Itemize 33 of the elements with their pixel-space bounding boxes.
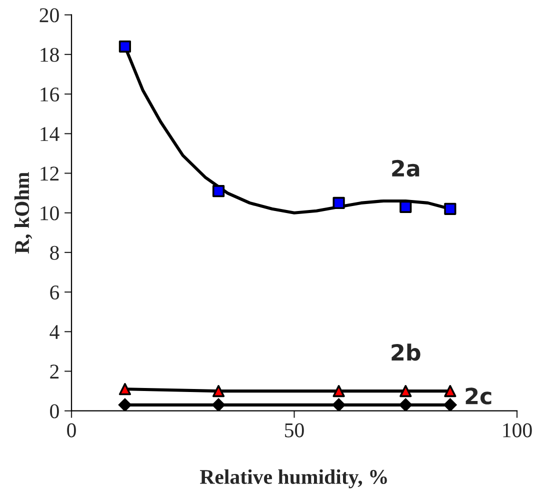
point [332,398,346,411]
y-tick-label: 16 [40,87,60,102]
point [118,383,132,396]
y-axis-title: R, kOhm [14,172,32,254]
y-tick-label: 12 [40,166,59,180]
y-tick-label: 18 [40,48,59,62]
y-tick-label: 10 [40,206,59,220]
x-tick-label: 0 [67,423,76,438]
point [212,398,226,411]
y-tick-label: 6 [50,285,60,300]
y-tick-label: 14 [40,127,60,141]
series-label: 2c [466,388,492,404]
point [212,185,225,198]
point [444,384,456,398]
y-tick-label: 2 [50,364,59,378]
y-tick-label: 20 [40,8,59,22]
point [118,40,132,53]
point [444,398,457,411]
y-tick-label: 8 [50,246,59,260]
point [212,384,225,398]
point [444,202,456,215]
series-label: 2a [392,160,420,177]
point [399,398,412,411]
x-tick-label: 100 [503,423,532,438]
point [332,384,345,398]
y-tick-label: 0 [50,404,59,418]
point [118,398,132,411]
point [332,196,345,210]
y-tick-label: 4 [50,325,60,339]
x-axis-title: Relative humidity, % [200,469,387,488]
x-tick-label: 50 [285,423,304,438]
point [400,384,412,398]
series-label: 2b [392,344,420,361]
